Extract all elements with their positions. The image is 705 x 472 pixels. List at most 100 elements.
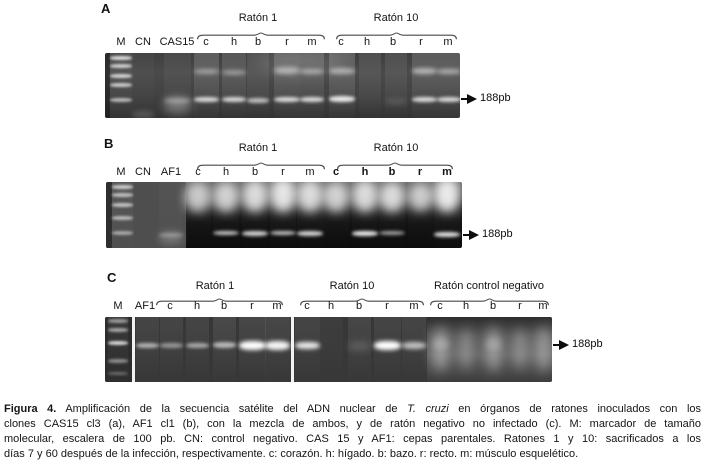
gel-lane-c [193,53,219,118]
lane-label-A-m: m [443,36,453,48]
lane-label-C-b: b [220,300,228,312]
caption-line-2: clones CAS15 cl3 (a), AF1 cl1 (b), con l… [4,417,701,432]
dna-band [434,231,460,237]
dna-band [274,96,300,102]
group-brace-icon [156,293,283,306]
lane-label-B-AF1: AF1 [160,166,182,178]
dna-band [242,230,268,236]
gel-lane-h [185,317,209,382]
gel-lane-CAS15 [163,53,191,118]
lane-label-A-h: h [363,36,371,48]
dna-band [108,341,128,345]
caption-line-1: Figura 4. Amplificación de la secuencia … [4,402,701,417]
gel-lane-AF1 [159,182,183,248]
dna-band [297,182,323,212]
lane-label-B-c: c [195,166,201,178]
gel-lane-AF1 [135,317,159,382]
caption-run: Amplificación de la secuencia satélite d… [56,403,408,415]
lane-label-C-m: m [409,300,419,312]
dna-band [294,341,320,349]
lane-label-B-CN: CN [135,166,151,178]
group-label-B-1: Ratón 10 [373,142,419,154]
caption-line-3: molecular, escalera de 100 pb. CN: contr… [4,432,701,447]
dna-band [431,327,449,371]
arrow-head-icon [469,230,479,240]
brace-icon [156,298,283,306]
dna-band [213,230,239,236]
lane-label-A-CN: CN [135,36,151,48]
lane-label-A-c: c [203,36,209,48]
dna-band [110,74,132,78]
gel-lane-m [264,317,290,382]
dna-band [323,182,349,212]
gel-lane-r [373,317,401,382]
dna-band [264,340,290,350]
lane-label-C-m: m [538,300,548,312]
group-label-C-1: Ratón 10 [329,280,375,292]
lane-label-C-c: c [304,300,310,312]
gel-glow [257,53,343,72]
lane-label-B-M: M [116,166,126,178]
lane-label-A-r: r [419,36,423,48]
dna-band [110,56,132,60]
brace-icon [430,298,549,306]
lane-label-B-m: m [442,166,452,178]
lane-label-C-h: h [193,300,201,312]
caption-run: molecular, escalera de 100 pb. CN: contr… [4,433,701,445]
lane-label-A-b: b [389,36,397,48]
lane-label-C-r: r [250,300,254,312]
gel-segment [105,53,110,118]
lane-label-B-b: b [388,166,396,178]
figure-caption: Figura 4. Amplificación de la secuencia … [4,402,701,462]
gel-lane-m [402,317,426,382]
dna-band [329,68,355,74]
dna-band [242,182,268,212]
dna-band [110,98,132,102]
dna-band [135,342,159,348]
group-brace-icon [336,27,457,40]
dna-band [270,182,296,212]
caption-run: Figura 4. [4,403,57,415]
lane-label-C-b: b [355,300,363,312]
gel-lane-m [437,53,460,118]
group-label-B-0: Ratón 1 [238,142,278,154]
group-brace-icon [337,157,453,170]
gel-segment [132,317,135,382]
lane-label-A-c: c [338,36,344,48]
caption-line-4: días 7 y 60 después de la infección, res… [4,447,701,462]
dna-band [379,230,405,236]
lane-label-C-r: r [518,300,522,312]
dna-band [111,193,133,197]
gel-segment [106,182,186,248]
dna-band [407,183,433,211]
dna-band [329,96,355,102]
panel-B-label: B [104,136,114,151]
dna-band [347,342,371,350]
lane-label-B-m: m [305,166,315,178]
dna-band [185,182,211,212]
dna-band [300,96,324,102]
gel-lane-M [108,317,128,382]
gel-segment [105,317,132,382]
lane-label-A-m: m [307,36,317,48]
group-label-A-1: Ratón 10 [373,12,419,24]
lane-label-C-h: h [462,300,470,312]
lane-label-C-AF1: AF1 [134,300,156,312]
dna-band [159,230,183,244]
dna-band [213,182,239,212]
gel-lane-c [294,317,320,382]
dna-band [193,68,219,74]
gel-segment [106,182,112,248]
arrow-line-icon [553,344,560,346]
gel-lane-r [238,317,266,382]
dna-band [110,83,132,87]
lane-label-A-h: h [230,36,238,48]
panel-C-label: C [107,270,117,285]
dna-band [163,97,191,103]
group-label-A-0: Ratón 1 [238,12,278,24]
gel-lane-r [274,53,300,118]
dna-band [163,97,191,113]
arrow-line-icon [461,98,468,100]
dna-band [111,216,133,220]
group-brace-icon [430,293,549,306]
